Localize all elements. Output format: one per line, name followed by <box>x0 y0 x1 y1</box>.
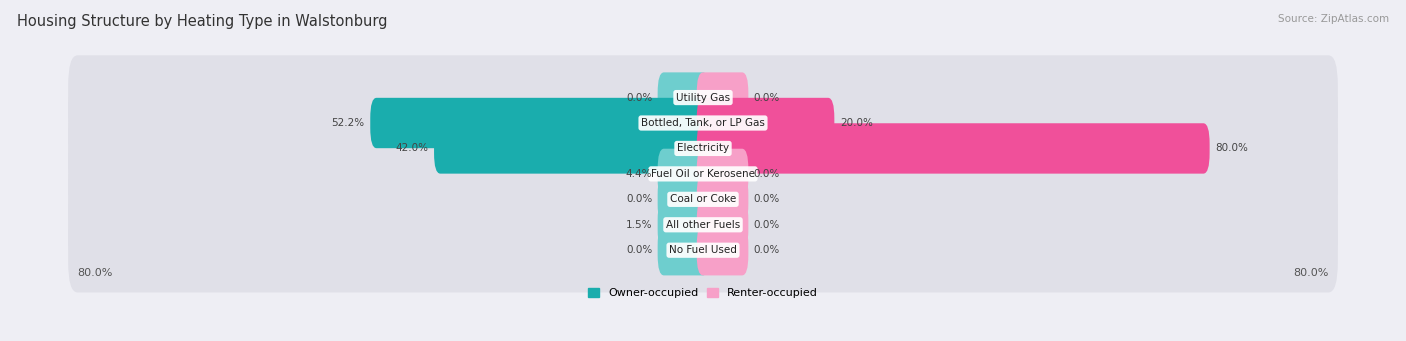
FancyBboxPatch shape <box>67 55 1339 140</box>
FancyBboxPatch shape <box>658 174 709 224</box>
FancyBboxPatch shape <box>67 157 1339 241</box>
Text: 52.2%: 52.2% <box>332 118 364 128</box>
Text: Utility Gas: Utility Gas <box>676 92 730 103</box>
Text: 0.0%: 0.0% <box>754 92 780 103</box>
Text: Source: ZipAtlas.com: Source: ZipAtlas.com <box>1278 14 1389 24</box>
FancyBboxPatch shape <box>67 132 1339 216</box>
Text: 1.5%: 1.5% <box>626 220 652 230</box>
Text: No Fuel Used: No Fuel Used <box>669 245 737 255</box>
FancyBboxPatch shape <box>697 149 748 199</box>
Text: 0.0%: 0.0% <box>626 92 652 103</box>
Text: 0.0%: 0.0% <box>754 169 780 179</box>
Text: 0.0%: 0.0% <box>754 245 780 255</box>
Text: 20.0%: 20.0% <box>839 118 873 128</box>
FancyBboxPatch shape <box>697 174 748 224</box>
Legend: Owner-occupied, Renter-occupied: Owner-occupied, Renter-occupied <box>588 288 818 298</box>
FancyBboxPatch shape <box>67 182 1339 267</box>
Text: Fuel Oil or Kerosene: Fuel Oil or Kerosene <box>651 169 755 179</box>
Text: 80.0%: 80.0% <box>77 268 112 278</box>
FancyBboxPatch shape <box>658 72 709 123</box>
Text: 42.0%: 42.0% <box>395 144 429 153</box>
FancyBboxPatch shape <box>67 208 1339 293</box>
Text: 0.0%: 0.0% <box>754 194 780 204</box>
FancyBboxPatch shape <box>697 72 748 123</box>
Text: All other Fuels: All other Fuels <box>666 220 740 230</box>
Text: 0.0%: 0.0% <box>626 245 652 255</box>
Text: 4.4%: 4.4% <box>626 169 652 179</box>
Text: Electricity: Electricity <box>676 144 730 153</box>
FancyBboxPatch shape <box>658 149 709 199</box>
Text: 0.0%: 0.0% <box>754 220 780 230</box>
FancyBboxPatch shape <box>658 225 709 276</box>
FancyBboxPatch shape <box>370 98 709 148</box>
FancyBboxPatch shape <box>697 98 834 148</box>
FancyBboxPatch shape <box>67 81 1339 165</box>
Text: 80.0%: 80.0% <box>1215 144 1249 153</box>
Text: Housing Structure by Heating Type in Walstonburg: Housing Structure by Heating Type in Wal… <box>17 14 388 29</box>
Text: 80.0%: 80.0% <box>1294 268 1329 278</box>
Text: 0.0%: 0.0% <box>626 194 652 204</box>
FancyBboxPatch shape <box>658 199 709 250</box>
Text: Coal or Coke: Coal or Coke <box>669 194 737 204</box>
FancyBboxPatch shape <box>697 199 748 250</box>
Text: Bottled, Tank, or LP Gas: Bottled, Tank, or LP Gas <box>641 118 765 128</box>
FancyBboxPatch shape <box>67 106 1339 191</box>
FancyBboxPatch shape <box>434 123 709 174</box>
FancyBboxPatch shape <box>697 225 748 276</box>
FancyBboxPatch shape <box>697 123 1209 174</box>
